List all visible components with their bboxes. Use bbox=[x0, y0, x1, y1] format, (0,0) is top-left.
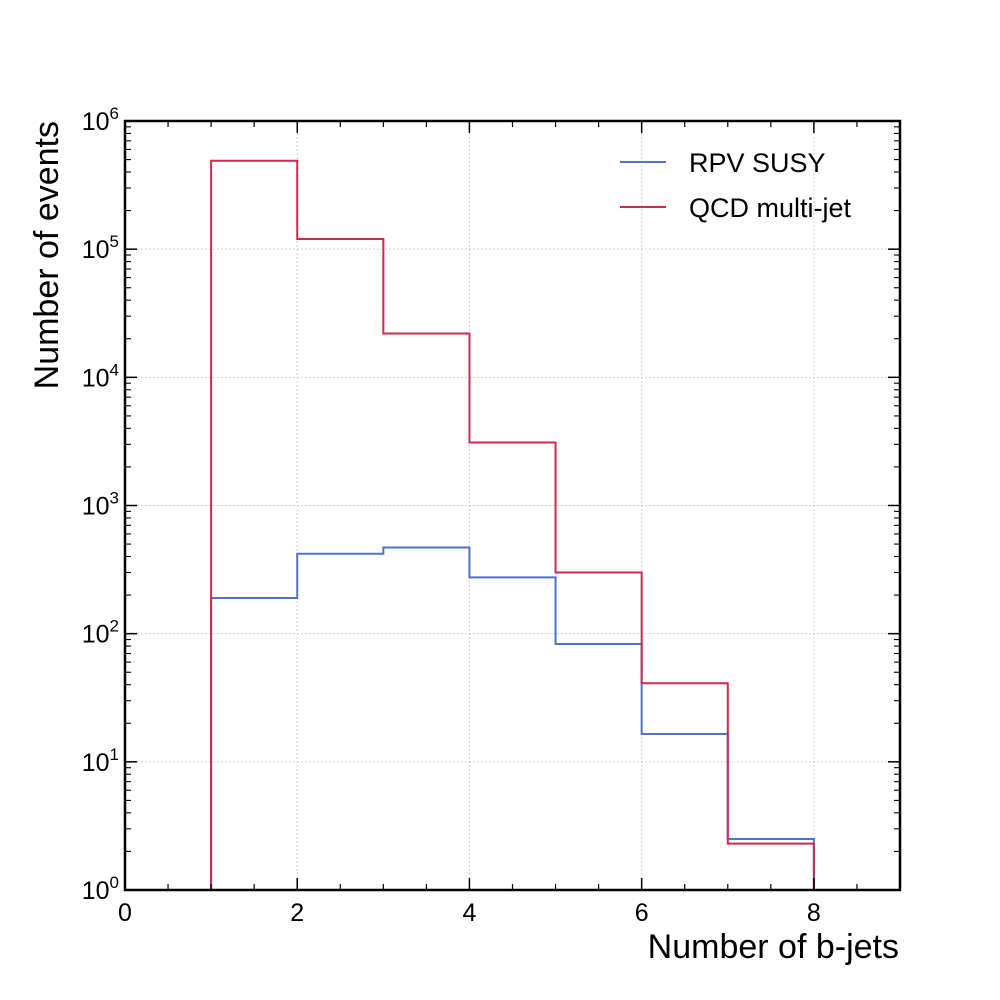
y-tick-label: 100 bbox=[82, 873, 119, 905]
legend: RPV SUSY QCD multi-jet bbox=[620, 148, 852, 223]
legend-label: RPV SUSY bbox=[689, 148, 826, 178]
legend-label: QCD multi-jet bbox=[689, 193, 852, 223]
x-tick-label: 6 bbox=[635, 899, 649, 927]
y-tick-label: 102 bbox=[82, 617, 119, 649]
x-tick-label: 0 bbox=[118, 899, 132, 927]
y-tick-label: 103 bbox=[82, 489, 119, 521]
y-tick-label: 104 bbox=[82, 360, 119, 392]
x-axis-title: Number of b-jets bbox=[648, 928, 899, 966]
y-axis-title: Number of events bbox=[28, 121, 66, 389]
x-tick-label: 8 bbox=[807, 899, 821, 927]
y-tick-label: 101 bbox=[82, 745, 119, 777]
ticks bbox=[124, 120, 900, 891]
y-tick-label: 106 bbox=[82, 104, 119, 136]
series-layer bbox=[210, 159, 815, 890]
y-tick-label: 105 bbox=[82, 232, 119, 264]
series-qcd-multi-jet-line bbox=[210, 159, 815, 890]
tick-labels: 0 2 4 6 8 100 101 102 103 104 105 106 bbox=[82, 104, 821, 927]
x-tick-label: 4 bbox=[462, 899, 476, 927]
x-tick-label: 2 bbox=[290, 899, 304, 927]
